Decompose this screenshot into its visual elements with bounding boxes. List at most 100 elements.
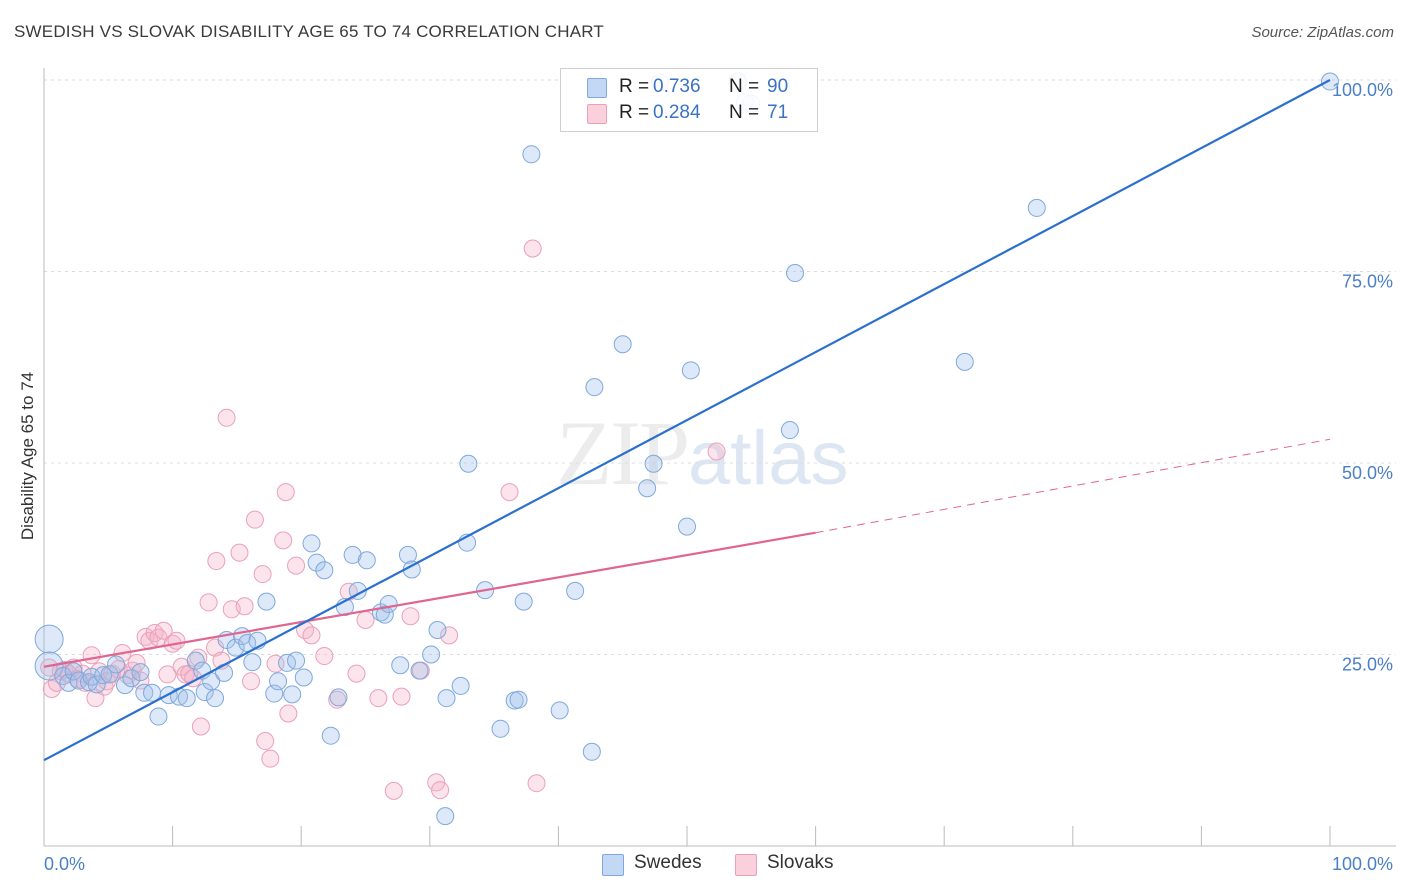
swedes-point [398,545,417,564]
slovaks-point [256,732,275,751]
watermark: ZIPatlas [556,400,849,506]
slovaks-point [315,647,334,666]
swedes-point [206,689,225,708]
slovaks-point [274,531,293,550]
slovaks-point [440,626,459,645]
swedes-point [428,620,447,639]
swedes-point [582,742,601,761]
y-tick-label: 25.0% [1342,655,1393,675]
swedes-point [283,685,302,704]
slovaks-point [167,631,186,650]
swedes-point [94,666,113,685]
swedes-point [64,662,83,681]
swedes-swatch-icon [587,78,607,98]
swedes-point [644,454,663,473]
slovaks-point [154,621,173,640]
chart-title: SWEDISH VS SLOVAK DISABILITY AGE 65 TO 7… [14,22,604,41]
slovaks-point [158,665,177,684]
legend-r-value: 0.284 [653,102,701,123]
slovaks-point [401,607,420,626]
swedes-point [491,719,510,738]
swedes-point [329,688,348,707]
slovaks-point [523,239,542,258]
swedes-point [459,454,478,473]
slovaks-point [245,510,264,529]
legend-r-label: R = [619,102,650,123]
swedes-point [177,689,196,708]
slovaks-point [191,717,210,736]
swedes-point [107,655,126,674]
swedes-point [678,517,696,536]
legend-r-value: 0.736 [653,76,701,97]
swedes-point [195,683,214,702]
swedes-point [294,668,313,687]
slovaks-point [500,483,519,502]
swedes-legend-icon [602,854,624,876]
slovaks-point [82,646,101,665]
legend-n-value: 71 [767,102,789,123]
x-tick-label: 100.0% [1332,854,1393,874]
slovaks-legend-label: Slovaks [767,852,834,873]
slovaks-point [369,689,388,708]
swedes-point [116,676,135,695]
swedes-point [410,661,429,680]
swedes-point [321,726,340,745]
legend-r-label: R = [619,76,650,97]
slovaks-legend-icon [735,854,757,876]
slovaks-swatch-icon [587,104,607,124]
slovaks-point [235,597,254,616]
slovaks-point [230,543,249,562]
slovaks-point [217,408,236,427]
swedes-point [566,581,585,600]
swedes-point [307,553,326,572]
slovaks-trend-line [43,531,816,668]
slovaks-point [207,552,226,571]
swedes-point [550,701,569,720]
legend-n-value: 90 [767,76,789,97]
slovaks-point [431,781,450,800]
swedes-point [436,807,455,826]
swedes-point [131,663,150,682]
swedes-point [786,264,805,283]
swedes-point [585,378,604,397]
slovaks-point [384,781,403,800]
swedes-point [375,605,394,624]
swedes-point [638,479,657,498]
slovaks-point [253,565,272,584]
swedes-point [437,689,456,708]
legend-n-label: N = [729,102,760,123]
slovaks-point [199,593,218,612]
swedes-point [509,690,528,709]
slovaks-point [302,626,321,645]
slovaks-point [261,749,280,768]
slovaks-point [347,664,366,683]
swedes-point [379,594,398,613]
swedes-point [613,335,632,354]
swedes-point [34,624,64,654]
swedes-point [1027,198,1046,217]
correlation-legend: R = 0.736 N = 90 R = 0.284 N = 71 [560,68,818,132]
slovaks-point [707,442,726,461]
swedes-point [226,638,245,657]
swedes-point [357,551,376,570]
swedes-point [514,592,533,611]
swedes-point [780,421,799,440]
swedes-trend-line [43,79,1331,762]
slovaks-point [392,687,411,706]
swedes-point [955,352,974,371]
x-tick-label: 0.0% [44,854,85,874]
legend-n-label: N = [729,76,760,97]
swedes-point [87,675,106,694]
slovaks-point [276,483,295,502]
slovaks-trend-extension [815,438,1331,534]
swedes-point [149,707,168,726]
swedes-point [122,669,141,688]
slovaks-point [42,679,61,698]
y-tick-label: 75.0% [1342,272,1393,292]
swedes-point [681,361,700,380]
swedes-point [287,651,306,670]
swedes-point [302,534,321,553]
y-tick-label: 100.0% [1332,80,1393,100]
swedes-legend-label: Swedes [634,852,702,873]
